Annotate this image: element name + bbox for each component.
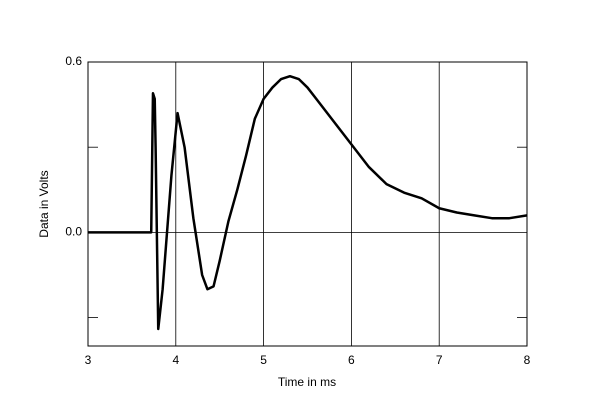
data-line	[88, 74, 528, 331]
y-tick-label: 0.0	[65, 225, 82, 239]
y-tick-label: 0.6	[65, 54, 82, 68]
x-axis-label: Time in ms	[278, 375, 336, 389]
x-tick-label: 5	[260, 353, 267, 367]
x-tick-label: 6	[348, 353, 355, 367]
x-tick-label: 4	[172, 353, 179, 367]
x-tick-label: 8	[524, 353, 531, 367]
plot-frame	[87, 61, 528, 347]
y-axis-label: Data in Volts	[37, 170, 51, 237]
x-tick-label: 7	[436, 353, 443, 367]
x-tick-label: 3	[85, 353, 92, 367]
